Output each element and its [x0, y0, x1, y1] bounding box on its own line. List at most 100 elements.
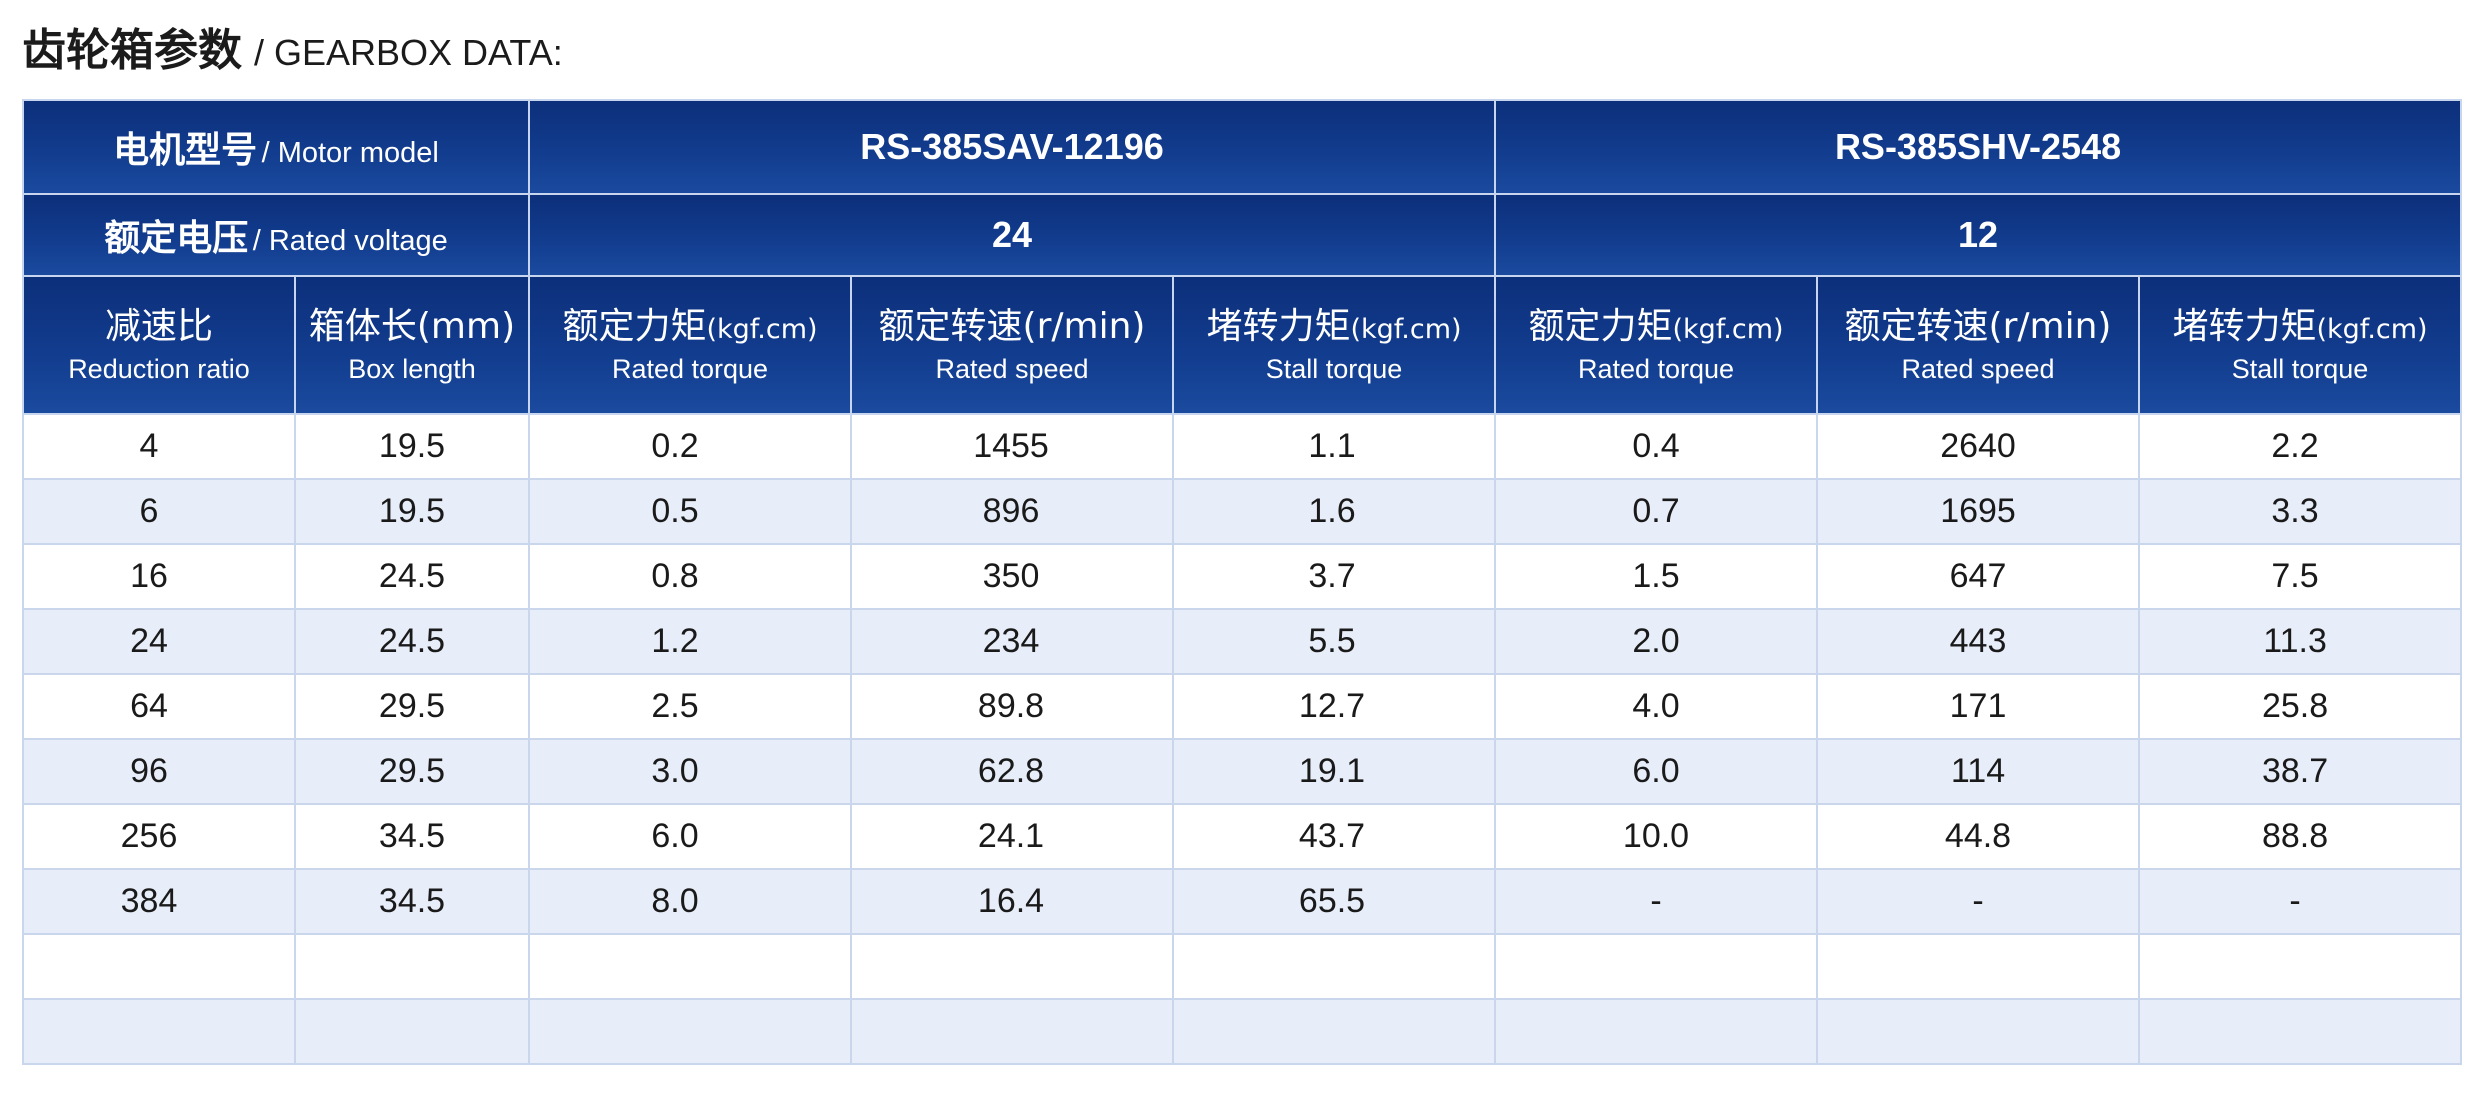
cell-stall-torque-2: 2.2: [2138, 413, 2463, 480]
cell-stall-torque-1: 1.1: [1172, 413, 1497, 480]
column-header-rated-speed-2: 额定转速(r/min) Rated speed: [1816, 275, 2141, 415]
column-header-rated-torque-2: 额定力矩(kgf.cm) Rated torque: [1494, 275, 1819, 415]
column-header-stall-torque-2: 堵转力矩(kgf.cm) Stall torque: [2138, 275, 2463, 415]
cell-rated-torque-1: 0.5: [528, 478, 853, 545]
cell-rated-speed-1: 350: [850, 543, 1175, 610]
cell-stall-torque-1: 1.6: [1172, 478, 1497, 545]
cell-box-length: [293, 933, 531, 1000]
column-header-en: Stall torque: [2231, 353, 2369, 384]
column-header-cn: 堵转力矩: [1206, 305, 1351, 347]
title-chinese: 齿轮箱参数: [22, 25, 242, 76]
cell-box-length: 24.5: [293, 608, 531, 675]
cell-box-length: 19.5: [293, 413, 531, 480]
cell-box-length: 34.5: [293, 803, 531, 870]
cell-stall-torque-2: 88.8: [2138, 803, 2463, 870]
cell-rated-speed-1: 234: [850, 608, 1175, 675]
cell-stall-torque-2: [2138, 998, 2463, 1065]
cell-reduction-ratio: 64: [22, 673, 296, 740]
column-header-en: Stall torque: [1265, 353, 1403, 384]
cell-rated-torque-1: 6.0: [528, 803, 853, 870]
cell-rated-torque-2: 4.0: [1494, 673, 1819, 740]
cell-stall-torque-2: -: [2138, 868, 2463, 935]
cell-stall-torque-2: [2138, 933, 2463, 1000]
column-header-unit: (kgf.cm): [2316, 313, 2428, 345]
cell-rated-speed-1: 89.8: [850, 673, 1175, 740]
cell-rated-torque-1: 0.2: [528, 413, 853, 480]
column-header-row: 减速比 Reduction ratio 箱体长(mm) Box length 额…: [22, 275, 2463, 415]
motor-model-label-en: / Motor model: [261, 137, 439, 169]
rated-voltage-label-cn: 额定电压: [104, 218, 249, 259]
cell-stall-torque-2: 11.3: [2138, 608, 2463, 675]
cell-box-length: 34.5: [293, 868, 531, 935]
cell-rated-speed-2: 1695: [1816, 478, 2141, 545]
cell-rated-speed-2: [1816, 998, 2141, 1065]
column-header-en: Rated speed: [1901, 353, 2055, 384]
motor-model-2-name: RS-385SHV-2548: [1834, 126, 2122, 167]
cell-reduction-ratio: 24: [22, 608, 296, 675]
cell-stall-torque-1: 19.1: [1172, 738, 1497, 805]
column-header-en: Rated torque: [611, 353, 769, 384]
cell-stall-torque-1: [1172, 933, 1497, 1000]
rated-voltage-2: 12: [1494, 193, 2463, 277]
column-header-en: Box length: [348, 353, 476, 384]
cell-box-length: 29.5: [293, 738, 531, 805]
motor-model-row: 电机型号 / Motor model RS-385SAV-12196 RS-38…: [21, 99, 2463, 195]
cell-rated-torque-1: [528, 933, 853, 1000]
cell-rated-speed-2: 114: [1816, 738, 2141, 805]
cell-rated-torque-2: 0.7: [1494, 478, 1819, 545]
cell-stall-torque-2: 38.7: [2138, 738, 2463, 805]
cell-rated-torque-1: 2.5: [528, 673, 853, 740]
table-row: 6 19.5 0.5 896 1.6 0.7 1695 3.3: [22, 478, 2463, 545]
column-header-stall-torque-1: 堵转力矩(kgf.cm) Stall torque: [1172, 275, 1497, 415]
cell-rated-speed-1: 896: [850, 478, 1175, 545]
motor-model-label: 电机型号 / Motor model: [21, 99, 531, 195]
table-row: 16 24.5 0.8 350 3.7 1.5 647 7.5: [22, 543, 2463, 610]
cell-stall-torque-1: 3.7: [1172, 543, 1497, 610]
rated-voltage-1-value: 24: [991, 214, 1033, 255]
cell-reduction-ratio: 16: [22, 543, 296, 610]
cell-stall-torque-1: 43.7: [1172, 803, 1497, 870]
table-body: 4 19.5 0.2 1455 1.1 0.4 2640 2.2 6 19.5 0.5 896 1.6 0…: [22, 413, 2463, 1065]
motor-model-1-name: RS-385SAV-12196: [860, 126, 1164, 167]
table-row: [22, 998, 2463, 1065]
rated-voltage-1: 24: [528, 193, 1497, 277]
cell-rated-torque-2: 0.4: [1494, 413, 1819, 480]
column-header-unit: (kgf.cm): [1350, 313, 1462, 345]
cell-reduction-ratio: [22, 998, 296, 1065]
cell-reduction-ratio: 6: [22, 478, 296, 545]
page-title: 齿轮箱参数 / GEARBOX DATA:: [22, 14, 563, 76]
table-row: 96 29.5 3.0 62.8 19.1 6.0 114 38.7: [22, 738, 2463, 805]
cell-rated-torque-2: 6.0: [1494, 738, 1819, 805]
cell-stall-torque-2: 3.3: [2138, 478, 2463, 545]
cell-rated-speed-2: -: [1816, 868, 2141, 935]
table-row: [22, 933, 2463, 1000]
motor-model-2: RS-385SHV-2548: [1494, 99, 2463, 195]
cell-stall-torque-1: [1172, 998, 1497, 1065]
cell-box-length: [293, 998, 531, 1065]
column-header-cn: 减速比: [104, 305, 213, 347]
cell-box-length: 24.5: [293, 543, 531, 610]
column-header-unit: (kgf.cm): [1672, 313, 1784, 345]
cell-box-length: 19.5: [293, 478, 531, 545]
column-header-cn: 额定转速(r/min): [1844, 305, 2112, 347]
cell-rated-speed-1: 1455: [850, 413, 1175, 480]
column-header-cn: 额定转速(r/min): [878, 305, 1146, 347]
column-header-cn: 箱体长(mm): [308, 305, 516, 347]
cell-rated-speed-2: 2640: [1816, 413, 2141, 480]
cell-rated-torque-2: 10.0: [1494, 803, 1819, 870]
column-header-cn: 堵转力矩: [2172, 305, 2317, 347]
cell-rated-speed-2: 44.8: [1816, 803, 2141, 870]
cell-reduction-ratio: 96: [22, 738, 296, 805]
cell-stall-torque-2: 25.8: [2138, 673, 2463, 740]
table-row: 24 24.5 1.2 234 5.5 2.0 443 11.3: [22, 608, 2463, 675]
table-row: 64 29.5 2.5 89.8 12.7 4.0 171 25.8: [22, 673, 2463, 740]
cell-rated-speed-1: 62.8: [850, 738, 1175, 805]
cell-rated-torque-1: 8.0: [528, 868, 853, 935]
cell-stall-torque-2: 7.5: [2138, 543, 2463, 610]
cell-rated-torque-1: [528, 998, 853, 1065]
cell-stall-torque-1: 5.5: [1172, 608, 1497, 675]
cell-rated-torque-2: [1494, 933, 1819, 1000]
rated-voltage-label-en: / Rated voltage: [252, 225, 448, 257]
cell-rated-torque-1: 1.2: [528, 608, 853, 675]
cell-rated-speed-2: 647: [1816, 543, 2141, 610]
